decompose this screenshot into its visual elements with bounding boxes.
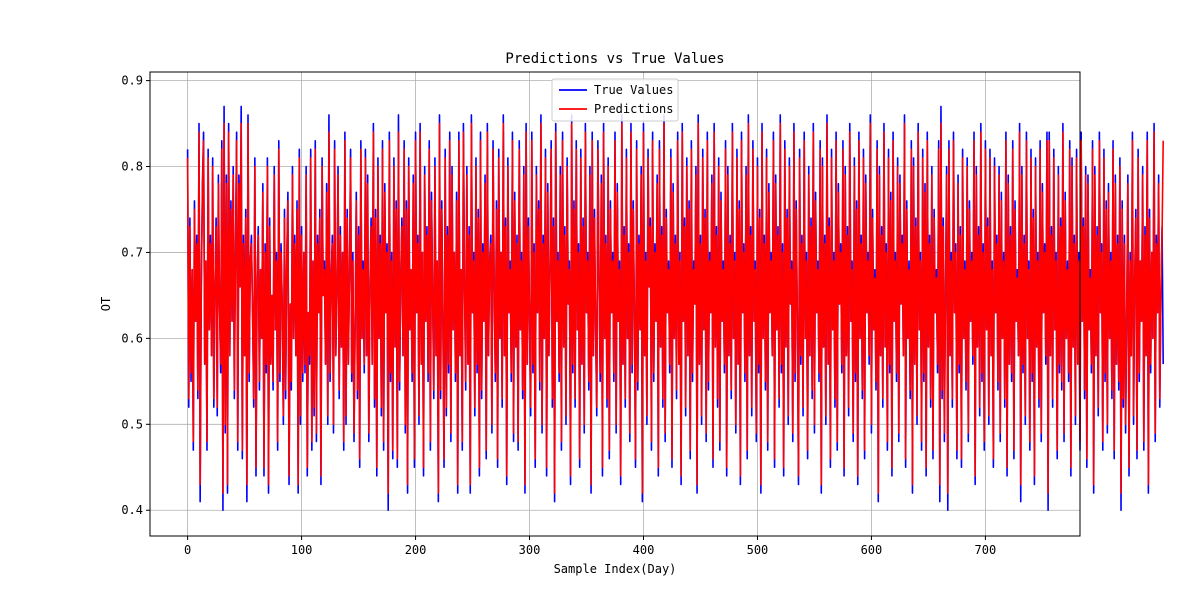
- y-tick-label: 0.6: [121, 331, 143, 345]
- chart-title: Predictions vs True Values: [505, 51, 724, 67]
- y-tick-label: 0.9: [121, 74, 143, 88]
- x-tick-label: 400: [633, 543, 655, 557]
- x-axis-ticks: 0 100 200 300 400 500 600 700: [184, 536, 996, 557]
- y-axis-label: OT: [99, 297, 113, 311]
- series-layer: [186, 105, 1164, 512]
- y-tick-label: 0.7: [121, 245, 143, 259]
- x-tick-label: 0: [184, 543, 191, 557]
- x-axis-label: Sample Index(Day): [554, 562, 677, 576]
- series-line-predictions: [186, 122, 1164, 494]
- y-tick-label: 0.8: [121, 160, 143, 174]
- legend-label: Predictions: [594, 102, 673, 116]
- plot-frame: [149, 71, 1081, 537]
- legend: True Values Predictions: [551, 78, 679, 122]
- legend-label: True Values: [594, 83, 673, 97]
- x-tick-label: 600: [861, 543, 883, 557]
- y-tick-label: 0.5: [121, 417, 143, 431]
- y-axis-ticks: 0.4 0.5 0.6 0.7 0.8 0.9: [121, 74, 150, 517]
- x-tick-label: 700: [975, 543, 997, 557]
- y-tick-label: 0.4: [121, 503, 143, 517]
- x-tick-label: 100: [291, 543, 313, 557]
- x-tick-label: 300: [519, 543, 541, 557]
- x-tick-label: 500: [747, 543, 769, 557]
- x-tick-label: 200: [405, 543, 427, 557]
